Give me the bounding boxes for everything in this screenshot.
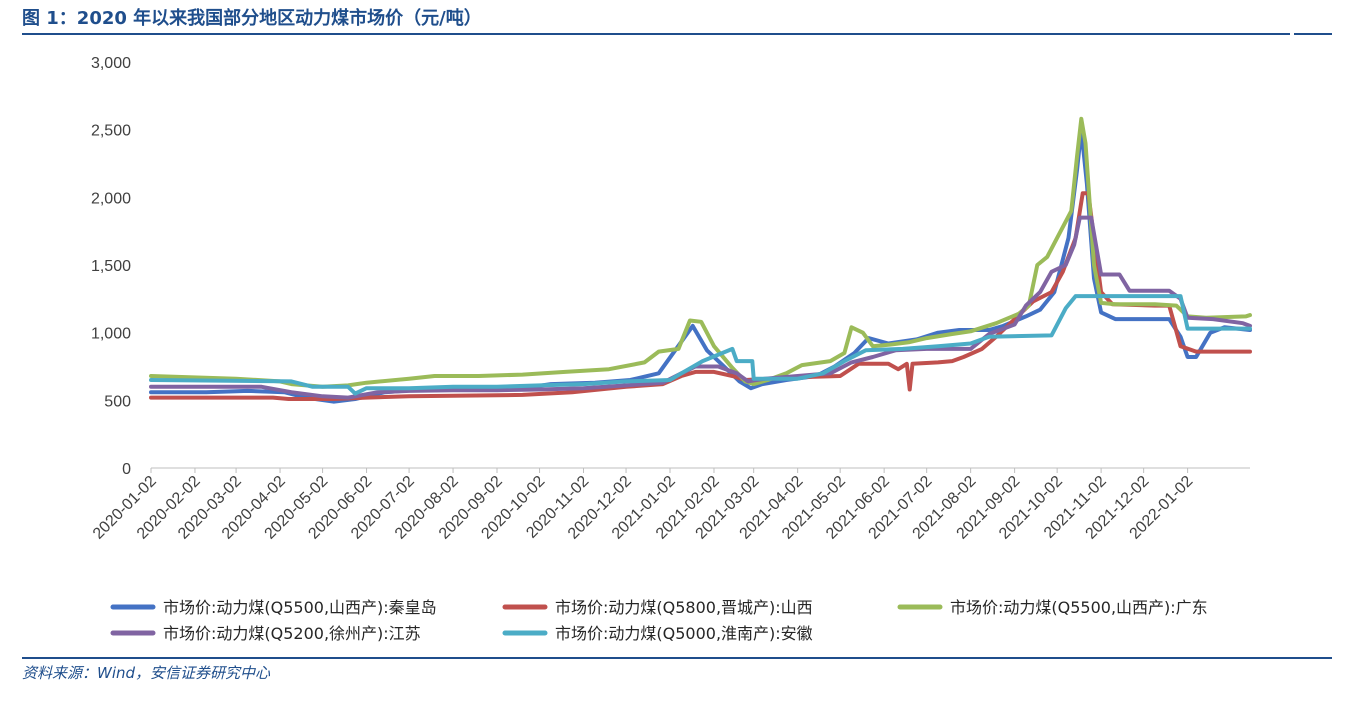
y-tick-label: 1,000 — [91, 326, 131, 343]
legend-label: 市场价:动力煤(Q5500,山西产):秦皇岛 — [163, 598, 437, 617]
figure-title: 图 1：2020 年以来我国部分地区动力煤市场价（元/吨） — [22, 8, 482, 29]
title-divider-end — [1294, 33, 1332, 35]
source-divider — [22, 657, 1332, 659]
legend: 市场价:动力煤(Q5500,山西产):秦皇岛 市场价:动力煤(Q5800,晋城产)… — [110, 598, 1208, 643]
legend-label: 市场价:动力煤(Q5200,徐州产):江苏 — [163, 624, 421, 643]
y-tick-label: 0 — [122, 461, 131, 478]
title-divider — [22, 33, 1290, 35]
y-tick-label: 500 — [104, 393, 131, 410]
y-tick-label: 1,500 — [91, 258, 131, 275]
y-tick-label: 2,500 — [91, 123, 131, 140]
x-axis: 2020-01-022020-02-022020-03-022020-04-02… — [90, 467, 1250, 543]
series-line-3 — [149, 116, 1252, 389]
series-layer — [149, 116, 1252, 404]
series-line-5 — [149, 294, 1252, 396]
series-line-4 — [149, 215, 1252, 400]
source-note: 资料来源：Wind，安信证券研究中心 — [22, 664, 271, 682]
y-axis: 0 500 1,000 1,500 2,000 2,500 3,000 — [91, 55, 131, 478]
y-tick-label: 3,000 — [91, 55, 131, 72]
legend-label: 市场价:动力煤(Q5800,晋城产):山西 — [555, 598, 813, 617]
legend-label: 市场价:动力煤(Q5000,淮南产):安徽 — [555, 624, 813, 643]
y-tick-label: 2,000 — [91, 190, 131, 207]
legend-label: 市场价:动力煤(Q5500,山西产):广东 — [950, 598, 1208, 617]
